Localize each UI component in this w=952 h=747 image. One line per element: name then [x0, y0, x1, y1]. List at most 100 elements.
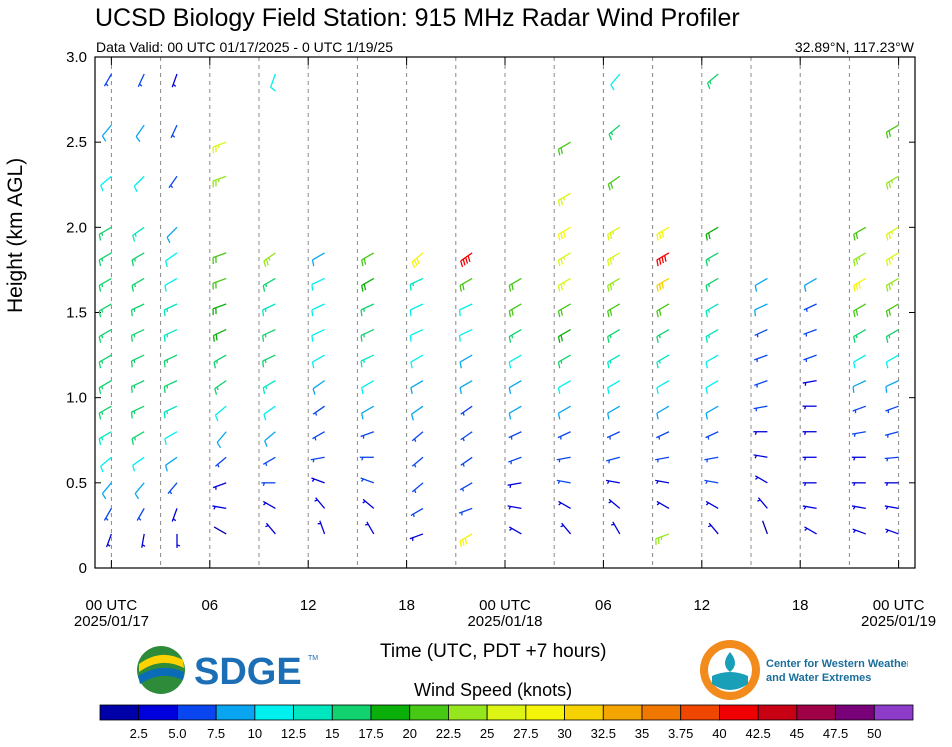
wind-barb	[263, 252, 276, 268]
sdge-logo-text: SDGE	[194, 651, 302, 693]
wind-barb	[558, 500, 571, 509]
wind-barb	[176, 533, 181, 548]
wind-barb	[131, 431, 145, 446]
wind-barb	[103, 73, 112, 87]
wind-barb	[608, 498, 621, 509]
wind-barb	[656, 431, 670, 440]
wind-barb	[508, 431, 522, 440]
wind-barb	[409, 533, 424, 541]
wind-barb	[656, 226, 670, 241]
wind-barb	[171, 73, 178, 88]
wind-barb	[853, 303, 867, 318]
wind-barb	[458, 303, 473, 317]
wind-barb	[705, 252, 719, 267]
wind-barb	[884, 482, 899, 487]
wind-barb	[163, 380, 178, 393]
wind-barb	[705, 303, 719, 318]
wind-barb	[163, 405, 178, 419]
wind-barb	[131, 277, 145, 292]
wind-barb	[802, 379, 817, 386]
wind-barb	[851, 482, 866, 487]
wind-barb	[705, 431, 719, 440]
wind-barb	[852, 528, 867, 535]
wind-barb	[557, 226, 571, 241]
wind-barb	[310, 456, 325, 463]
colorbar-label: 2.5	[130, 726, 148, 741]
wind-barb	[317, 520, 326, 535]
wind-barb	[802, 505, 817, 510]
wind-barb	[360, 303, 375, 317]
colorbar-swatch	[370, 704, 411, 721]
wind-barb	[133, 175, 145, 193]
wind-barb	[170, 124, 178, 139]
wind-barb	[130, 354, 145, 368]
colorbar-label: 25	[480, 726, 494, 741]
wind-barb	[409, 328, 424, 342]
wind-barb	[265, 522, 276, 535]
wind-barb	[804, 526, 817, 535]
colorbar-swatch	[177, 704, 217, 721]
wind-barb	[851, 505, 866, 510]
wind-barb	[656, 380, 670, 394]
chart-title: UCSD Biology Field Station: 915 MHz Rada…	[95, 4, 740, 32]
colorbar-label: 45	[790, 726, 804, 741]
wind-barb	[556, 479, 571, 485]
wind-barb	[757, 497, 768, 509]
y-tick-label: 1.0	[66, 390, 87, 407]
wind-barb	[851, 431, 866, 437]
wind-barb	[264, 431, 276, 447]
wind-barb	[459, 380, 473, 394]
wind-barb	[141, 533, 146, 548]
wind-barb	[135, 124, 145, 143]
wind-barb	[705, 328, 719, 343]
wind-barb	[762, 520, 769, 535]
wind-barb	[885, 405, 899, 414]
wind-barb	[802, 405, 817, 410]
colorbar-label: 50	[867, 726, 881, 741]
wind-barb	[311, 477, 325, 484]
wind-barb	[458, 507, 473, 516]
wind-barb	[163, 328, 178, 342]
wind-barb	[132, 456, 145, 472]
wind-barb	[507, 482, 522, 488]
wind-barb	[314, 497, 326, 509]
wind-barb	[656, 405, 670, 420]
colorbar-label: 5.0	[168, 726, 186, 741]
wind-barb	[884, 431, 899, 438]
wind-barb	[853, 277, 867, 292]
colorbar-label: 3.75	[668, 726, 693, 741]
colorbar-swatch	[564, 704, 604, 721]
wind-barb	[101, 482, 112, 500]
wind-barb	[262, 354, 276, 368]
wind-barb	[704, 479, 719, 485]
wind-barb	[311, 252, 325, 267]
wind-barb	[754, 328, 768, 338]
x-tick-date: 2025/01/19	[861, 613, 936, 630]
wind-barb	[359, 456, 374, 461]
wind-barb	[98, 252, 112, 267]
wind-barb	[136, 508, 145, 521]
wind-barb	[607, 328, 621, 343]
data-valid-label: Data Valid: 00 UTC 01/17/2025 - 0 UTC 1/…	[96, 39, 394, 55]
wind-barb	[130, 328, 145, 342]
colorbar-label: 17.5	[358, 726, 383, 741]
wind-barb	[607, 380, 621, 394]
wind-barb	[802, 482, 817, 487]
wind-barb	[130, 303, 145, 317]
wind-barb	[853, 328, 867, 343]
wind-barb	[311, 277, 325, 291]
wind-barb	[100, 175, 112, 192]
wind-barb	[212, 482, 227, 490]
wind-barb	[459, 482, 473, 492]
colorbar-swatch	[602, 704, 643, 721]
wind-barb	[803, 303, 817, 312]
wind-barb	[705, 405, 719, 420]
wind-barb	[262, 500, 276, 509]
wind-barb	[361, 405, 375, 420]
wind-barb	[885, 328, 899, 343]
x-tick-date: 2025/01/17	[74, 613, 149, 630]
sdge-logo-tm: TM	[308, 655, 318, 662]
wind-barb	[361, 380, 375, 394]
wind-barb	[360, 477, 375, 484]
